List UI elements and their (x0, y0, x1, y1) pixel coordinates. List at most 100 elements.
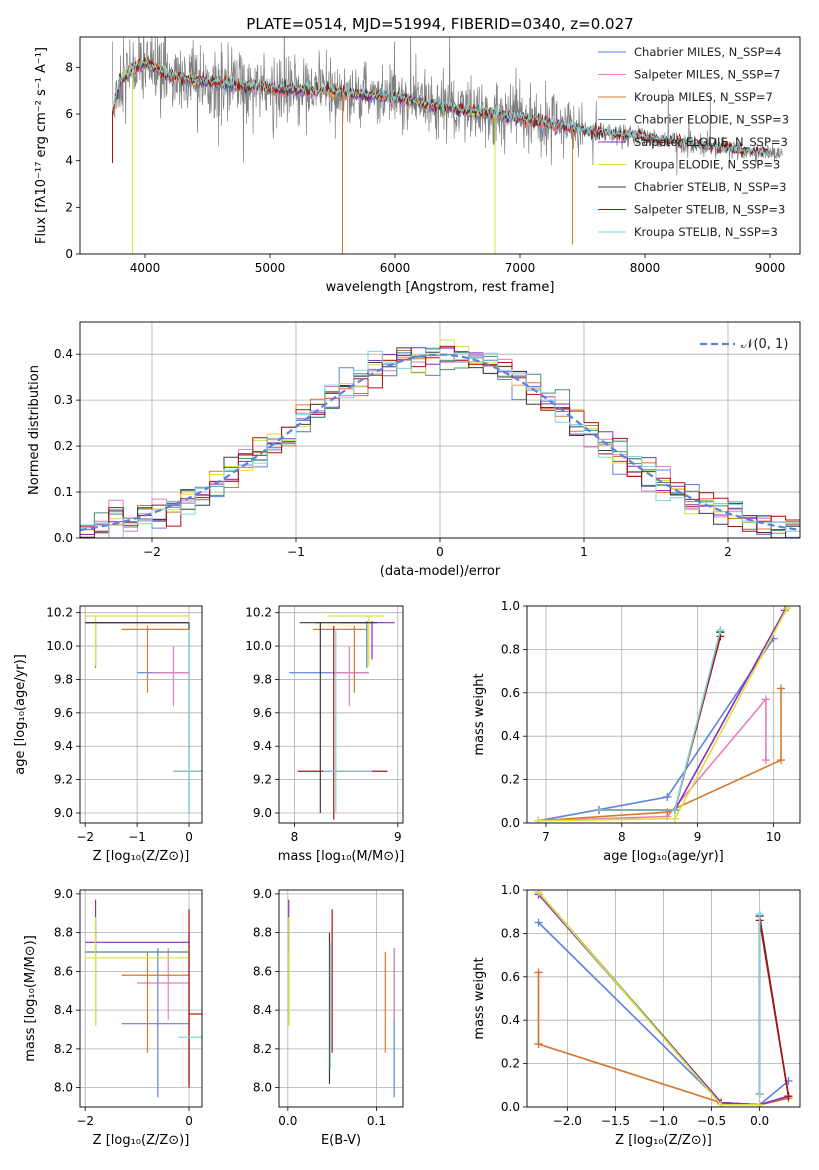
legend-label: Salpeter STELIB, N_SSP=3 (634, 203, 785, 217)
x-axis-label: Z [log₁₀(Z/Z⊙)] (93, 849, 190, 864)
x-axis-label: age [log₁₀(age/yr)] (603, 849, 724, 864)
x-tick-label: 8000 (630, 261, 661, 275)
y-axis-label: Normed distribution (27, 365, 42, 495)
y-axis-label: mass weight (472, 673, 487, 755)
y-tick-label: 10.2 (245, 606, 272, 620)
weight-marker-kroupa_miles (534, 1040, 543, 1049)
y-tick-label: 2 (65, 200, 73, 214)
axes-frame (526, 605, 801, 824)
axes-frame (79, 605, 203, 824)
y-tick-label: 6 (65, 107, 73, 121)
weight-marker-salpeter_miles (761, 695, 770, 704)
y-tick-label: 9.6 (54, 706, 73, 720)
x-tick-label: 5000 (255, 261, 286, 275)
legend-label: Chabrier STELIB, N_SSP=3 (634, 180, 786, 194)
y-tick-label: 0.0 (54, 531, 73, 545)
weight-marker-kroupa_miles (777, 756, 786, 765)
x-tick-label: 0.1 (367, 1114, 386, 1128)
y-tick-label: 0.2 (54, 439, 73, 453)
chart-layer: 4000 5000 6000 7000 8000 900002468wavelength … (13, 15, 801, 1148)
x-axis-label: Z [log₁₀(Z/Z⊙)] (615, 1133, 712, 1148)
y-axis-label: Flux [fλ10⁻¹⁷ erg cm⁻² s⁻¹ A⁻¹] (34, 47, 49, 244)
y-tick-label: 8.8 (253, 926, 272, 940)
y-tick-label: 8 (65, 60, 73, 74)
legend-label: Kroupa MILES, N_SSP=7 (634, 90, 773, 104)
weight-line-salpeter_miles (538, 697, 767, 822)
y-tick-label: 8.0 (54, 1081, 73, 1095)
x-tick-label: 2 (724, 545, 732, 559)
spectrum-axes: 4000 5000 6000 7000 8000 9000 0 2 4 6 8 wavelength … (34, 47, 785, 295)
x-tick-label: −1.5 (601, 1114, 630, 1128)
y-tick-label: 8.0 (253, 1081, 272, 1095)
model-spectrum-kroupa_stelib (112, 59, 770, 157)
mass_vs_ebv-axes: 0.0 0.1 8.0 8.2 8.4 8.6 8.8 9.0 E(B-V) (253, 887, 403, 1148)
chart-title: PLATE=0514, MJD=51994, FIBERID=0340, z=0… (246, 15, 633, 33)
weight-marker-salpeter_miles (761, 756, 770, 765)
weight-line-kroupa_miles (538, 688, 782, 822)
axes-frame (526, 889, 801, 1108)
y-tick-label: 8.2 (253, 1042, 272, 1056)
y-tick-label: 9.0 (253, 806, 272, 820)
x-tick-label: 7 (542, 830, 550, 844)
weight-marker-kroupa_elodie (534, 816, 543, 823)
x-tick-label: 9 (394, 830, 402, 844)
y-tick-label: 0 (65, 247, 73, 261)
y-tick-label: 0.4 (501, 729, 520, 743)
weight-marker-kroupa_stelib (595, 805, 604, 814)
y-tick-label: 0.8 (501, 926, 520, 940)
x-axis-label: wavelength [Angstrom, rest frame] (326, 280, 555, 295)
weight-marker-kroupa_stelib (755, 1089, 764, 1098)
axes-frame (79, 36, 801, 255)
y-tick-label: 8.6 (253, 964, 272, 978)
legend-label: Kroupa ELODIE, N_SSP=3 (634, 158, 780, 172)
y-tick-label: 9.0 (54, 887, 73, 901)
x-tick-label: −1.0 (649, 1114, 678, 1128)
y-tick-label: 1.0 (501, 599, 520, 613)
x-tick-label: −2 (76, 830, 94, 844)
y-tick-label: 10.0 (245, 639, 272, 653)
y-tick-label: 0.2 (501, 773, 520, 787)
x-tick-label: 0.0 (278, 1114, 297, 1128)
legend-label: Salpeter ELODIE, N_SSP=3 (634, 135, 788, 149)
y-tick-label: 8.2 (54, 1042, 73, 1056)
y-tick-label: 4 (65, 154, 73, 168)
x-tick-label: −2.0 (553, 1114, 582, 1128)
residual-histogram-kroupa_stelib (80, 348, 800, 538)
x-tick-label: 9000 (755, 261, 786, 275)
legend-label: Salpeter MILES, N_SSP=7 (634, 68, 780, 82)
weight-marker-kroupa_miles (534, 968, 543, 977)
y-tick-label: 10.2 (46, 606, 73, 620)
y-tick-label: 9.0 (54, 806, 73, 820)
y-axis-label: mass weight (472, 957, 487, 1039)
y-tick-label: 9.2 (54, 773, 73, 787)
x-axis-label: Z [log₁₀(Z/Z⊙)] (93, 1133, 190, 1148)
x-tick-label: −2 (143, 545, 161, 559)
legend-label: Kroupa STELIB, N_SSP=3 (634, 225, 778, 239)
x-tick-label: 0 (185, 830, 193, 844)
age_vs_mass-axes: 8 9 9.0 9.2 9.4 9.6 9.8 10.0 10.2 mass [log₁₀(M/M… (245, 606, 404, 864)
weight-marker-kroupa_stelib (716, 625, 725, 634)
x-tick-label: 1 (580, 545, 588, 559)
y-tick-label: 9.4 (54, 739, 73, 753)
y-tick-label: 0.0 (501, 816, 520, 830)
y-tick-label: 8.6 (54, 964, 73, 978)
mass_vs_Z-axes: −2 0 8.0 8.2 8.4 8.6 8.8 9.0 Z [log₁₀(Z/Z⊙)] mass… (23, 887, 202, 1148)
y-tick-label: 1.0 (501, 883, 520, 897)
legend-label: 𝒩(0, 1) (741, 337, 788, 352)
axes-frame (278, 889, 404, 1108)
y-tick-label: 0.6 (501, 970, 520, 984)
y-tick-label: 9.6 (253, 706, 272, 720)
x-tick-label: 9 (694, 830, 702, 844)
weight-marker-kroupa_elodie (717, 1100, 726, 1107)
weight-marker-chabrier_miles (663, 792, 672, 801)
x-axis-label: (data-model)/error (380, 564, 501, 579)
weight-marker-kroupa_elodie (670, 814, 679, 823)
x-axis-label: mass [log₁₀(M/M⊙)] (278, 849, 405, 864)
y-tick-label: 0.2 (501, 1057, 520, 1071)
y-tick-label: 9.4 (253, 739, 272, 753)
weight-marker-chabrier_miles (534, 918, 543, 927)
weight-marker-kroupa_elodie (755, 1100, 764, 1107)
x-tick-label: 8 (618, 830, 626, 844)
weight-marker-kroupa_elodie (534, 890, 543, 897)
